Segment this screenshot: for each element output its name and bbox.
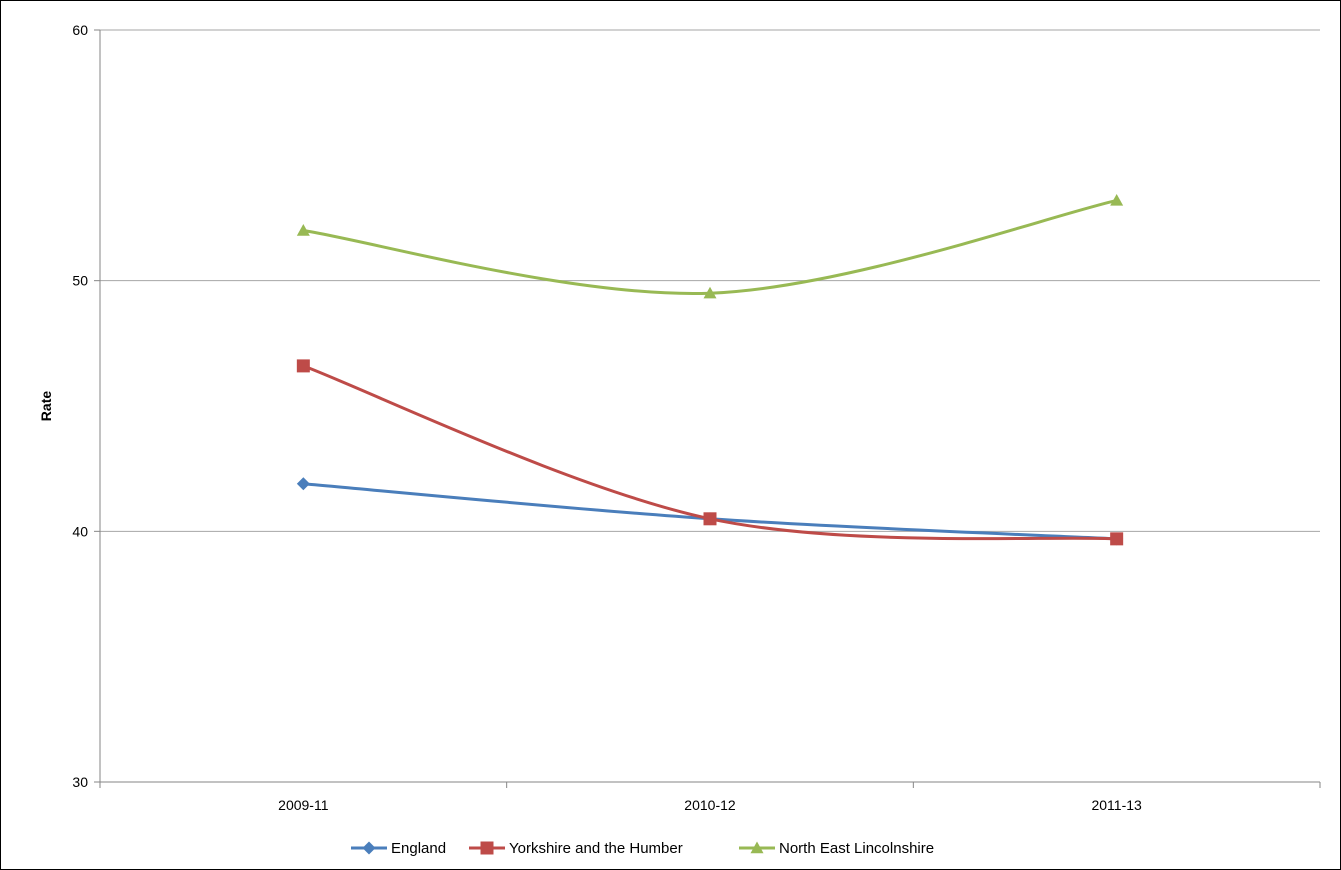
data-point bbox=[1110, 532, 1124, 546]
legend-label: Yorkshire and the Humber bbox=[509, 840, 683, 857]
x-tick-label: 2011-13 bbox=[1091, 797, 1142, 813]
x-tick-label: 2009-11 bbox=[278, 797, 329, 813]
x-tick-labels: 2009-11 2010-12 2011-13 bbox=[278, 797, 1142, 813]
legend-marker bbox=[480, 841, 494, 855]
legend-marker bbox=[750, 841, 764, 854]
data-point bbox=[296, 224, 310, 236]
legend-label: North East Lincolnshire bbox=[779, 840, 934, 857]
y-axis-title: Rate bbox=[38, 391, 54, 422]
data-point bbox=[296, 477, 310, 491]
data-point bbox=[1110, 193, 1124, 206]
legend-item: Yorkshire and the Humber bbox=[469, 840, 683, 857]
series-line bbox=[303, 482, 1117, 541]
y-tick-label: 50 bbox=[72, 273, 88, 289]
y-tick-label: 30 bbox=[72, 774, 88, 790]
legend-marker bbox=[362, 841, 376, 855]
data-point bbox=[703, 512, 717, 526]
y-tick-label: 60 bbox=[72, 22, 88, 38]
series-2 bbox=[296, 193, 1124, 299]
series-line bbox=[303, 198, 1118, 296]
gridlines bbox=[100, 29, 1320, 532]
y-tick-label: 40 bbox=[72, 523, 88, 539]
series-1 bbox=[296, 359, 1124, 546]
y-tick-labels: 30 40 50 60 bbox=[72, 22, 88, 790]
legend-label: England bbox=[391, 840, 446, 857]
x-tick-label: 2010-12 bbox=[684, 797, 736, 813]
legend-item: England bbox=[351, 840, 446, 857]
data-point bbox=[296, 359, 310, 373]
axes bbox=[94, 29, 1321, 788]
legend: England Yorkshire and the Humber North Eas… bbox=[351, 840, 934, 857]
data-point bbox=[703, 286, 717, 299]
series bbox=[296, 193, 1124, 546]
series-0 bbox=[296, 477, 1124, 546]
legend-item: North East Lincolnshire bbox=[739, 840, 934, 857]
